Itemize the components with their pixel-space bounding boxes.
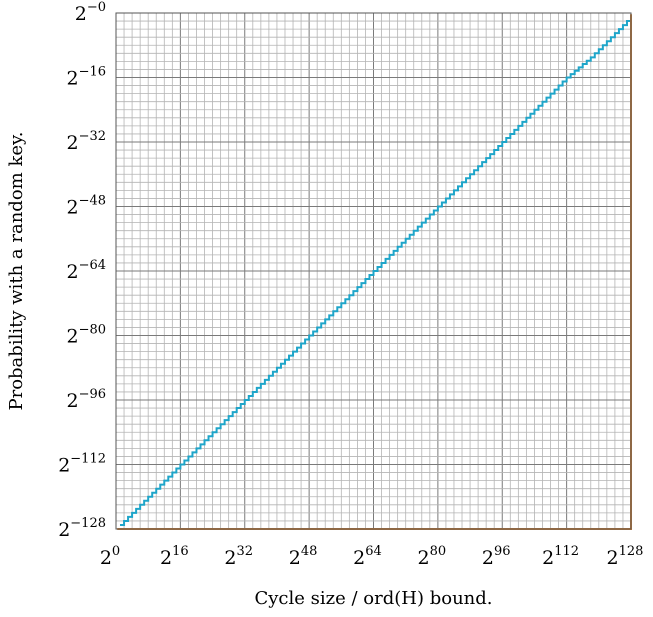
- x-tick-label: 2112: [542, 544, 579, 569]
- grid: [115, 12, 632, 530]
- x-tick-label: 296: [482, 544, 511, 569]
- y-tick-label: 2−16: [66, 65, 106, 90]
- x-tick-label: 280: [418, 544, 447, 569]
- series-layer: [117, 14, 632, 530]
- x-tick-label: 264: [353, 544, 382, 569]
- x-tick-labels: 20 216 232 248 264 280 296 2112 2128: [100, 544, 644, 569]
- y-tick-label: 2−0: [75, 0, 106, 25]
- y-tick-label: 2−48: [66, 194, 106, 219]
- y-tick-label: 2−80: [66, 323, 106, 348]
- x-axis-label: Cycle size / ord(H) bound.: [254, 588, 492, 609]
- y-tick-label: 2−64: [66, 258, 106, 283]
- x-tick-label: 20: [100, 544, 120, 569]
- x-tick-label: 216: [160, 544, 189, 569]
- x-tick-label: 232: [224, 544, 253, 569]
- plot-frame: [115, 12, 632, 530]
- x-tick-label: 248: [289, 544, 318, 569]
- y-tick-label: 2−96: [66, 387, 106, 412]
- y-tick-label: 2−128: [58, 516, 106, 541]
- y-tick-label: 2−112: [58, 452, 106, 477]
- y-axis-label: Probability with a random key.: [6, 131, 27, 410]
- y-tick-label: 2−32: [66, 129, 106, 154]
- x-tick-label: 2128: [607, 544, 644, 569]
- y-tick-labels: 2−0 2−16 2−32 2−48 2−64 2−80 2−96 2−112 2−128: [58, 0, 106, 541]
- series-line-1: [120, 17, 632, 526]
